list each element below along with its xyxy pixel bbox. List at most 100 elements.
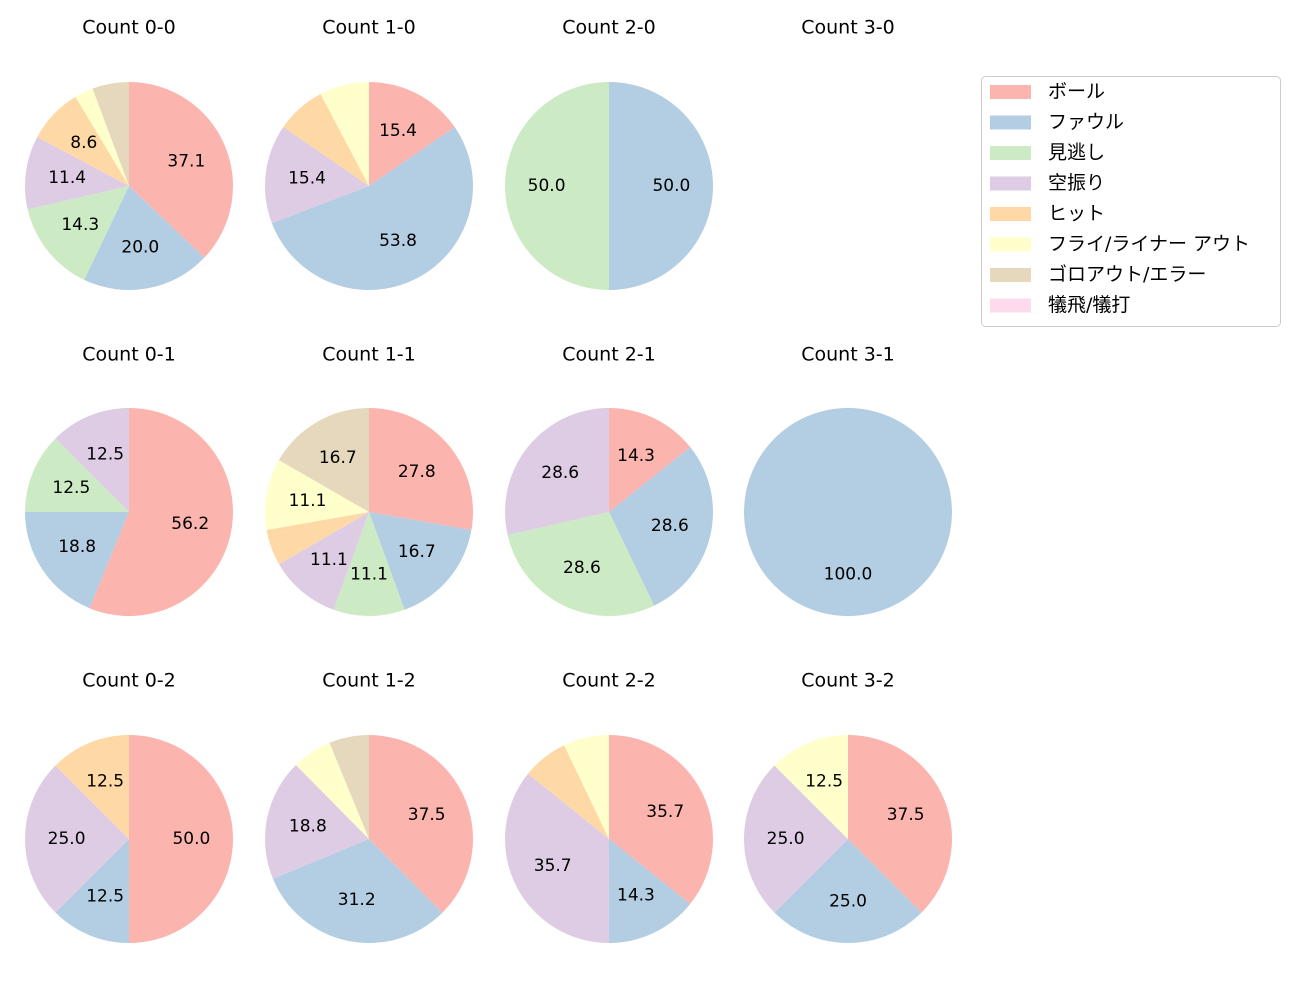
legend-label: 空振り	[1048, 172, 1105, 194]
slice-label: 37.5	[408, 805, 446, 825]
chart-title: Count 1-2	[322, 670, 416, 692]
slice-label: 11.1	[310, 550, 348, 570]
pie-slice	[55, 735, 129, 839]
pie-slice	[55, 408, 129, 512]
pie-chart: Count 2-1 14.3 28.6 28.6 28.6	[505, 344, 713, 616]
slice-label: 50.0	[528, 176, 566, 196]
legend-swatch	[990, 298, 1031, 313]
slice-label: 16.7	[398, 542, 436, 562]
pie-chart: Count 2-2 35.7 14.3 35.7	[504, 670, 713, 944]
legend-swatch	[990, 237, 1031, 252]
slice-label: 12.5	[86, 887, 124, 907]
chart-title: Count 2-1	[562, 344, 656, 366]
pie-chart: Count 3-2 37.5 25.0 25.0 12.5	[743, 670, 953, 944]
pie-slice	[505, 408, 609, 536]
pie-slice	[129, 735, 233, 943]
legend-label: 犠飛/犠打	[1048, 294, 1130, 316]
pie-slice	[271, 127, 473, 290]
pie-chart: Count 3-0	[801, 17, 895, 39]
legend-swatch	[990, 115, 1031, 130]
slice-label: 35.7	[534, 856, 572, 876]
pie-chart: Count 1-127.816.711.111.111.116.7	[264, 344, 474, 616]
slice-label: 37.1	[167, 151, 205, 171]
pie-slice	[504, 773, 609, 943]
pie-slice	[369, 734, 474, 913]
slice-label: 11.1	[350, 564, 388, 584]
pie-slice	[283, 93, 369, 186]
slice-label: 28.6	[541, 463, 579, 483]
pie-slice	[264, 127, 369, 224]
slice-label: 37.5	[887, 805, 925, 825]
slice-label: 27.8	[398, 462, 436, 482]
pie-slice	[92, 82, 129, 186]
slice-label: 12.5	[805, 771, 843, 791]
pie-slice	[24, 765, 129, 913]
legend-label: ヒット	[1048, 203, 1105, 225]
slice-label: 28.6	[651, 516, 689, 536]
slice-label: 25.0	[48, 829, 86, 849]
pie-chart: Count 0-0 37.1 20.0 14.3 11.4 8.6	[25, 17, 233, 290]
pie-slice	[266, 512, 369, 565]
slice-label: 100.0	[824, 564, 873, 584]
legend-swatch	[990, 207, 1031, 221]
slice-label: 15.4	[379, 121, 417, 141]
chart-title: Count 3-0	[801, 17, 895, 39]
pie-slice	[527, 745, 609, 839]
chart-title: Count 2-0	[562, 17, 656, 39]
pie-slice	[369, 407, 474, 531]
pie-chart: Count 1-2 37.5 31.2 18.8	[265, 670, 474, 944]
pie-slice	[55, 839, 129, 943]
pie-slice	[369, 82, 455, 186]
chart-title: Count 0-2	[82, 670, 176, 692]
slice-label: 53.8	[379, 231, 417, 251]
pie-slice	[564, 735, 609, 839]
slice-label: 8.6	[70, 133, 97, 153]
chart-title: Count 0-0	[82, 17, 176, 39]
pie-slice	[264, 460, 369, 531]
pie-slice	[743, 765, 848, 913]
legend-swatch	[990, 85, 1031, 99]
pie-slice	[129, 82, 233, 258]
pie-chart: Count 2-0 50.0 50.0	[505, 17, 713, 290]
slice-label: 16.7	[319, 448, 357, 468]
pie-slice	[89, 408, 233, 616]
slice-label: 14.3	[617, 446, 655, 466]
pie-slice	[265, 765, 369, 879]
legend-label: 見逃し	[1048, 142, 1105, 164]
pie-slice	[608, 839, 691, 944]
pie-slice	[84, 186, 205, 290]
pie-slice	[25, 137, 129, 210]
slice-label: 31.2	[338, 890, 376, 910]
pie-slice	[320, 82, 369, 186]
slice-label: 18.8	[289, 817, 327, 837]
slice-label: 28.6	[563, 558, 601, 578]
pie-slice	[329, 735, 369, 839]
legend-swatch	[990, 146, 1031, 160]
chart-title: Count 3-2	[801, 670, 895, 692]
pie-slice	[609, 408, 691, 512]
slice-label: 15.4	[288, 169, 326, 189]
slice-label: 12.5	[86, 444, 124, 464]
chart-title: Count 1-1	[322, 344, 416, 366]
slice-label: 12.5	[86, 771, 124, 791]
legend-label: フライ/ライナー アウト	[1048, 233, 1250, 255]
pie-slice	[75, 88, 129, 186]
legend-label: ボール	[1048, 81, 1105, 103]
pie-slice	[609, 735, 713, 904]
pie-chart: Count 3-1 100.0	[744, 344, 952, 616]
legend-label: ファウル	[1048, 111, 1124, 133]
slice-label: 25.0	[829, 891, 867, 911]
slice-label: 35.7	[646, 802, 684, 822]
pie-slice	[609, 82, 713, 290]
legend-swatch	[990, 176, 1031, 191]
pie-slice	[609, 447, 713, 606]
slice-label: 56.2	[171, 514, 209, 534]
slice-label: 12.5	[52, 478, 90, 498]
chart-title: Count 2-2	[562, 670, 656, 692]
chart-title: Count 3-1	[801, 344, 895, 366]
pie-slice	[774, 735, 848, 839]
legend-frame	[981, 76, 1281, 327]
slice-label: 50.0	[652, 176, 690, 196]
